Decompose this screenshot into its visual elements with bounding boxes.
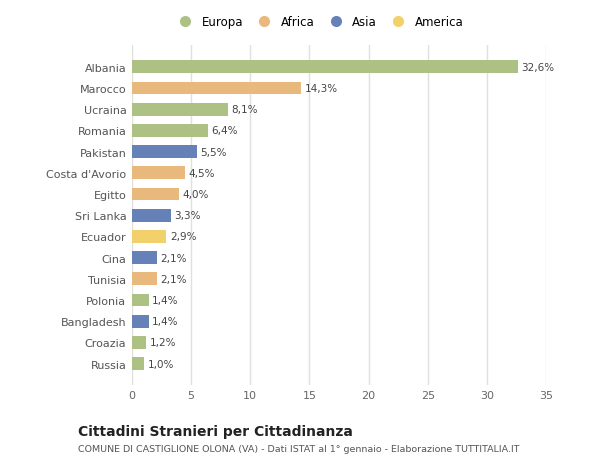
Text: 1,0%: 1,0% [148,359,174,369]
Bar [132,294,149,307]
Bar [132,230,166,243]
Bar [132,125,208,138]
Bar [132,167,185,180]
Text: 5,5%: 5,5% [200,147,227,157]
Bar [132,358,144,370]
Text: 3,3%: 3,3% [175,211,201,221]
Text: 2,1%: 2,1% [160,274,187,284]
Text: 1,4%: 1,4% [152,317,179,326]
Text: COMUNE DI CASTIGLIONE OLONA (VA) - Dati ISTAT al 1° gennaio - Elaborazione TUTTI: COMUNE DI CASTIGLIONE OLONA (VA) - Dati … [78,444,520,453]
Text: 2,9%: 2,9% [170,232,196,242]
Bar [132,188,179,201]
Bar [132,252,157,264]
Legend: Europa, Africa, Asia, America: Europa, Africa, Asia, America [169,11,468,34]
Text: 4,0%: 4,0% [183,190,209,200]
Text: 2,1%: 2,1% [160,253,187,263]
Bar [132,104,228,116]
Text: 32,6%: 32,6% [521,63,554,73]
Bar [132,62,518,74]
Bar [132,209,171,222]
Text: 8,1%: 8,1% [232,105,258,115]
Text: 4,5%: 4,5% [189,168,215,179]
Bar [132,336,146,349]
Bar [132,146,197,159]
Bar [132,83,301,95]
Text: Cittadini Stranieri per Cittadinanza: Cittadini Stranieri per Cittadinanza [78,425,353,438]
Text: 1,2%: 1,2% [150,338,176,347]
Text: 6,4%: 6,4% [211,126,238,136]
Bar [132,273,157,285]
Text: 1,4%: 1,4% [152,295,179,305]
Text: 14,3%: 14,3% [305,84,338,94]
Bar [132,315,149,328]
